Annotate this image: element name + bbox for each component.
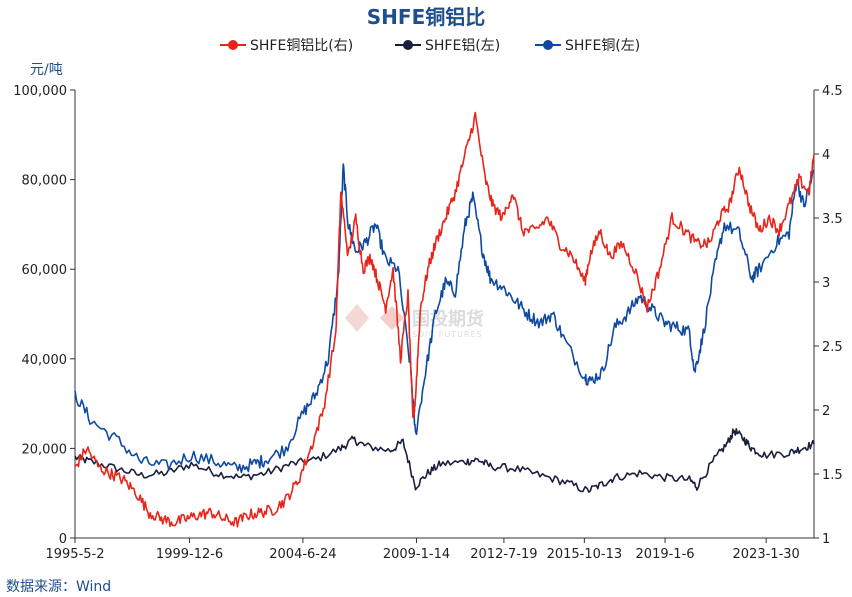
watermark-diamond-icon — [380, 306, 404, 330]
right-tick-label: 1 — [822, 532, 830, 547]
right-tick-label: 3 — [822, 276, 830, 291]
legend-label: SHFE铜(左) — [565, 38, 640, 54]
right-tick-label: 1.5 — [822, 468, 843, 483]
left-tick-label: 100,000 — [13, 84, 67, 99]
watermark: 国投期货 SDIC FUTURES — [345, 304, 484, 339]
left-tick-label: 0 — [59, 532, 67, 547]
left-tick-label: 60,000 — [22, 263, 68, 278]
x-tick-label: 2012-7-19 — [470, 547, 537, 562]
x-tick-label: 2015-10-13 — [547, 547, 623, 562]
watermark-text: 国投期货 — [412, 308, 484, 330]
watermark-logo-icon — [345, 304, 369, 332]
x-tick-label: 2009-1-14 — [383, 547, 450, 562]
x-axis-ticks: 1995-5-2 1999-12-6 2004-6-24 2009-1-14 2012-… — [45, 538, 800, 562]
series-line-aluminum — [74, 428, 815, 493]
x-tick-label: 1999-12-6 — [156, 547, 223, 562]
legend-label: SHFE铜铝比(右) — [250, 38, 353, 54]
legend-marker — [543, 40, 553, 50]
left-tick-label: 80,000 — [22, 174, 68, 189]
left-tick-label: 20,000 — [22, 442, 68, 457]
series-lines — [74, 111, 815, 528]
left-axis-ticks: 0 20,000 40,000 60,000 80,000 100,000 — [13, 84, 75, 547]
right-axis-ticks: 1 1.5 2 2.5 3 3.5 4 4.5 — [814, 84, 843, 547]
data-source: 数据来源：Wind — [6, 579, 111, 595]
x-tick-label: 2004-6-24 — [269, 547, 336, 562]
watermark-subtext: SDIC FUTURES — [412, 330, 483, 339]
right-tick-label: 4 — [822, 148, 830, 163]
series-line-copper — [74, 163, 815, 474]
x-tick-label: 2019-1-6 — [636, 547, 695, 562]
x-tick-label: 2023-1-30 — [733, 547, 800, 562]
right-tick-label: 2.5 — [822, 340, 843, 355]
left-axis-unit: 元/吨 — [30, 62, 63, 78]
chart-title: SHFE铜铝比 — [367, 5, 485, 29]
legend-marker — [228, 40, 238, 50]
legend: SHFE铜铝比(右) SHFE铝(左) SHFE铜(左) — [220, 38, 640, 54]
right-tick-label: 2 — [822, 404, 830, 419]
legend-label: SHFE铝(左) — [425, 38, 500, 54]
series-line-cu-al-ratio — [74, 111, 815, 528]
legend-marker — [403, 40, 413, 50]
right-tick-label: 4.5 — [822, 84, 843, 99]
x-tick-label: 1995-5-2 — [45, 547, 104, 562]
right-tick-label: 3.5 — [822, 212, 843, 227]
left-tick-label: 40,000 — [22, 353, 68, 368]
